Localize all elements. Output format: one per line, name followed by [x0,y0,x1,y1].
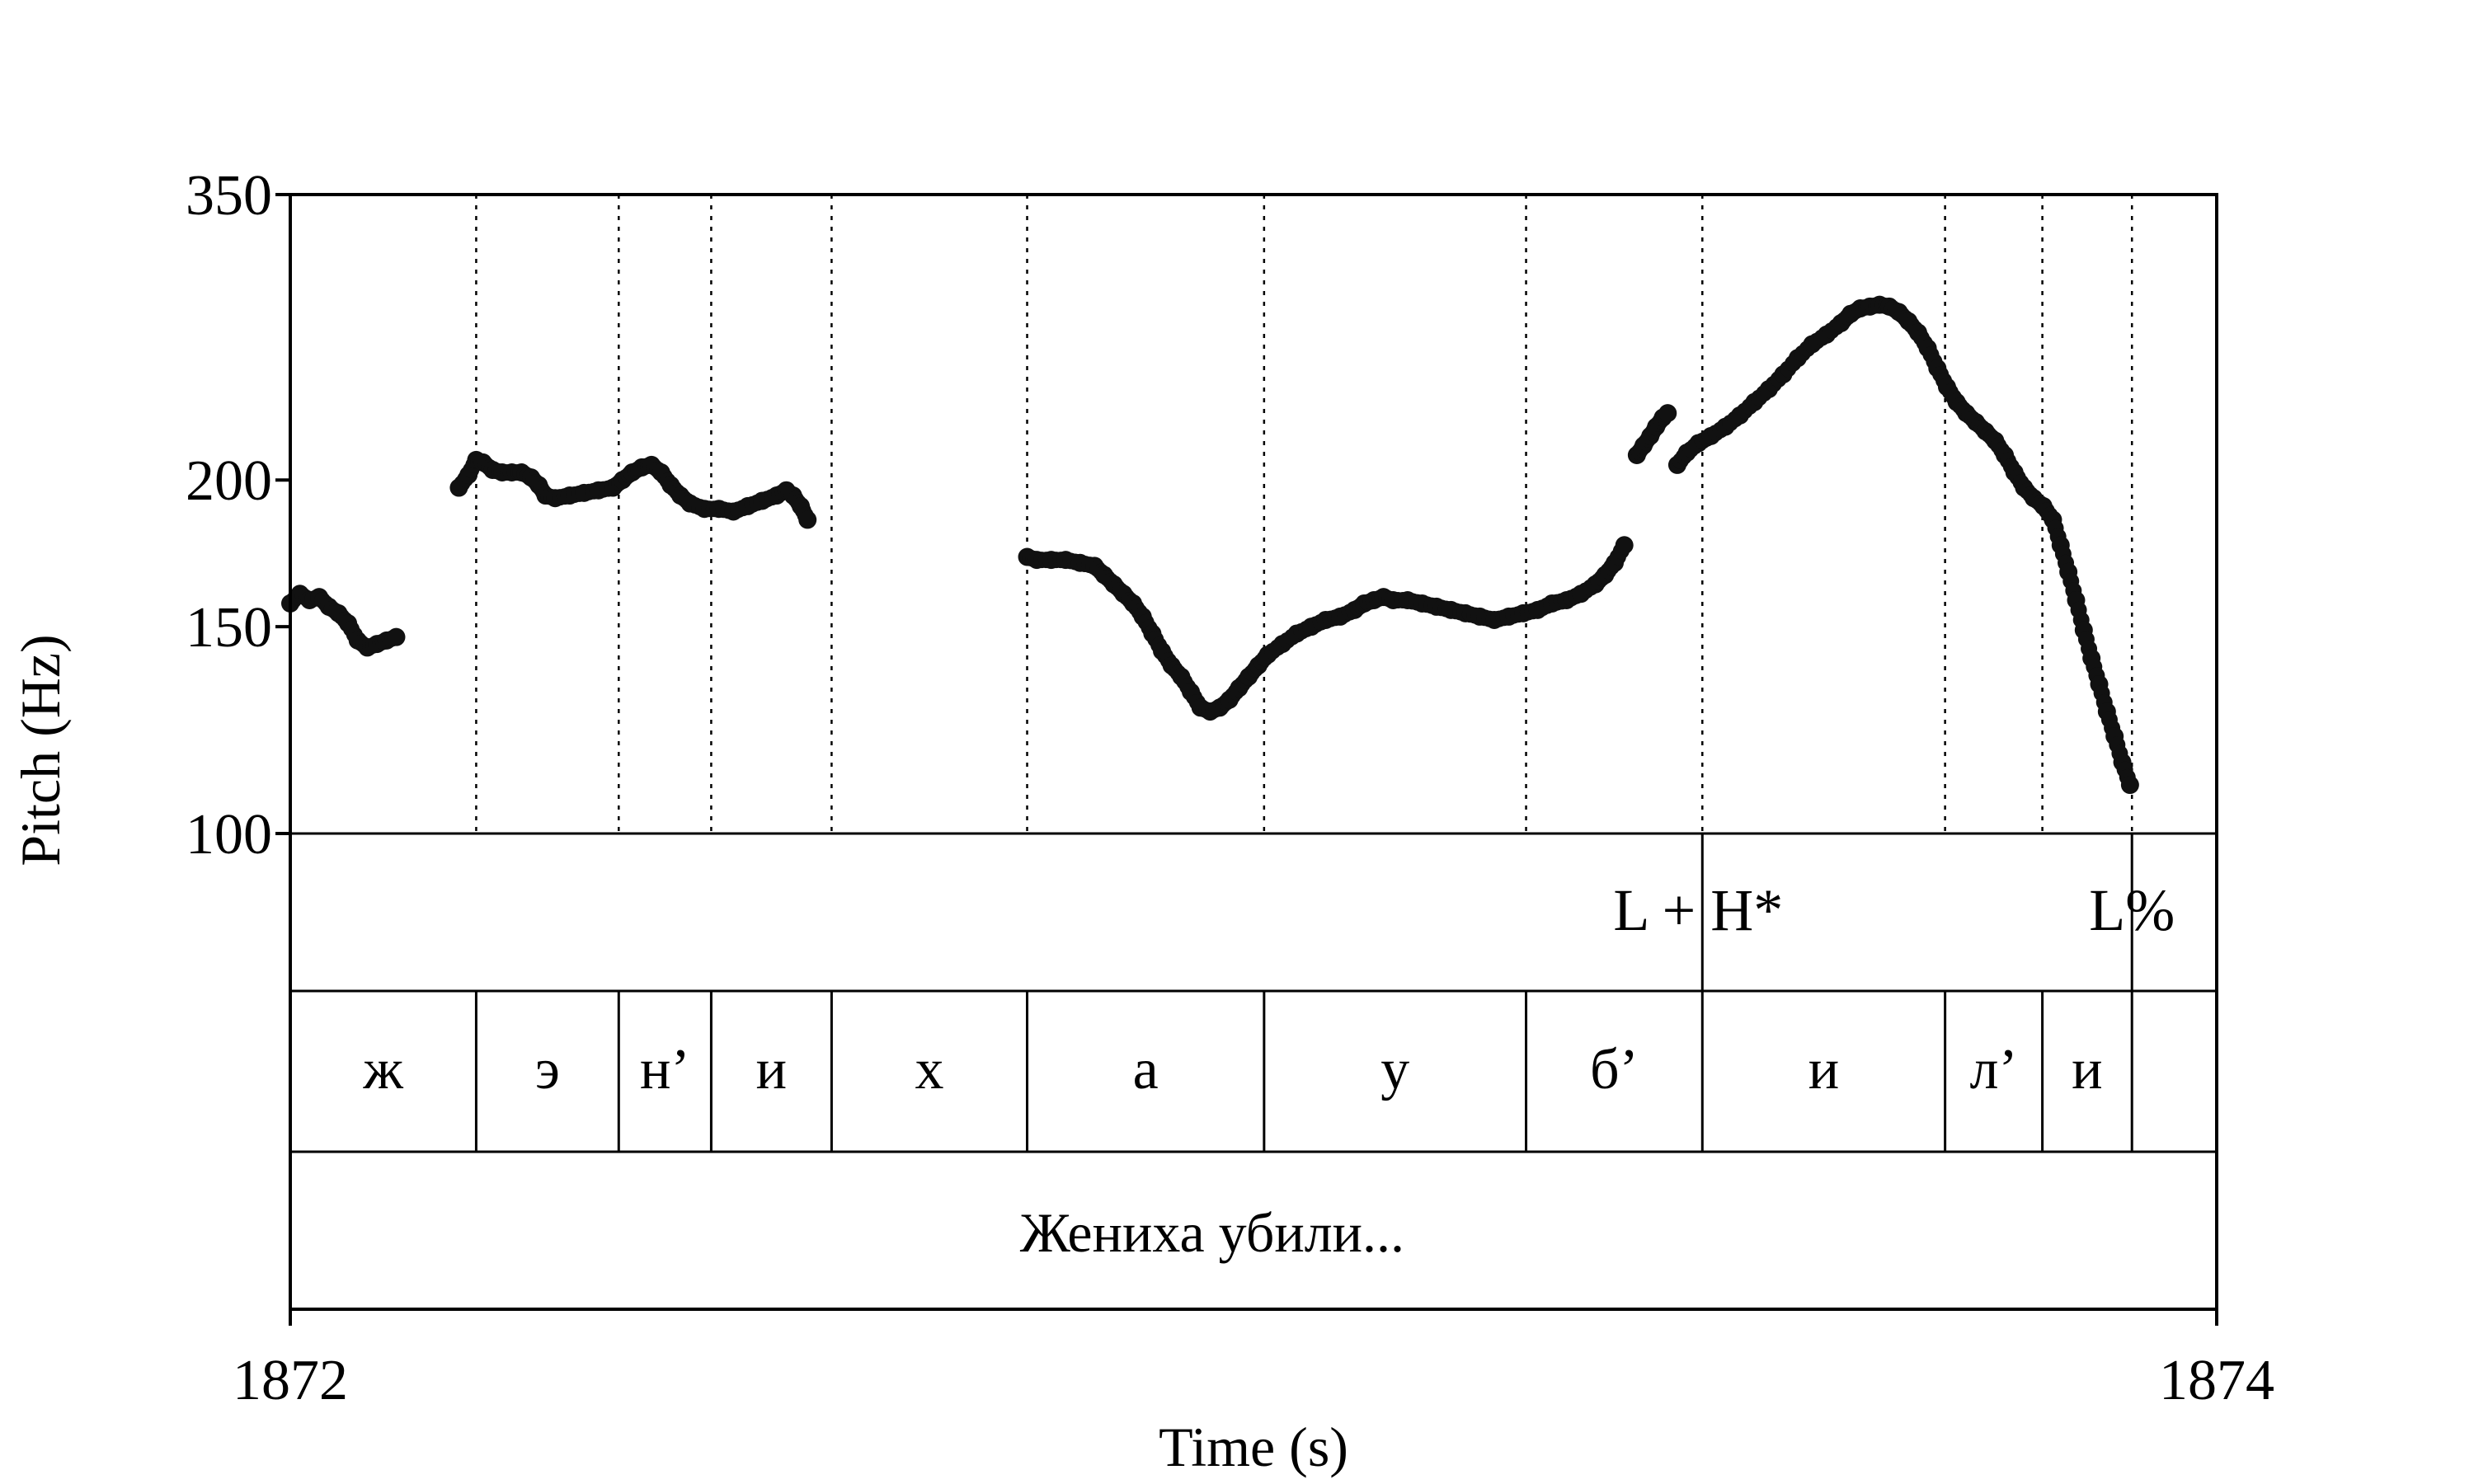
segment-label: и [756,1038,787,1101]
y-tick-label: 200 [186,449,272,513]
segment-label: б’ [1590,1038,1639,1101]
x-axis-label: Time (s) [1159,1416,1348,1478]
pitch-point [1658,404,1677,423]
segment-label: х [915,1038,943,1101]
segment-labels: ж э н’ и х а у б’ и л’ и [363,1038,2103,1101]
phrase-label: Жениха убили... [1020,1201,1404,1264]
pitch-point [798,510,817,529]
y-tick-label: 350 [186,164,272,228]
x-tick-label: 1874 [2159,1349,2274,1412]
x-tick-label: 1872 [233,1349,348,1412]
pitch-point [2120,776,2139,795]
segment-label: ж [363,1038,404,1101]
plot-frame [289,193,2218,1311]
segment-label: у [1380,1038,1409,1101]
tier-lines [290,832,2217,1153]
tone-marks: L + H* L% [1613,834,2175,991]
y-tick-label: 150 [186,596,272,660]
pitch-point [1615,536,1634,555]
y-tick-label: 100 [186,803,272,866]
segment-label: л’ [1969,1038,2017,1101]
segment-label: э [535,1038,560,1101]
axes: 100 150 200 350 1872 1874 [186,164,2274,1412]
pitch-points [281,295,2139,795]
segment-label: и [2072,1038,2102,1101]
segment-label: а [1133,1038,1159,1101]
segment-label: и [1808,1038,1839,1101]
segment-label: н’ [640,1038,690,1101]
tone-label: L% [2089,877,2175,943]
tone-label: L + H* [1613,877,1783,943]
y-axis-label: Pitch (Hz) [9,634,72,866]
pitch-point [387,627,406,646]
